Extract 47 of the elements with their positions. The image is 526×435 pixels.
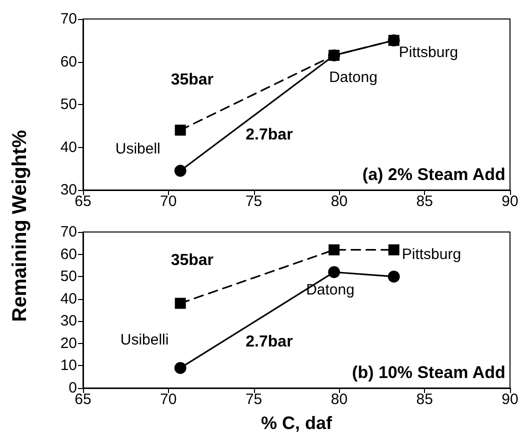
point [328,266,340,278]
annotation: (a) 2% Steam Add [362,165,506,184]
x-tick-label: 80 [330,391,348,408]
y-tick-label: 70 [60,10,77,28]
x-axis-title: % C, daf [260,413,334,433]
y-tick-label: 60 [60,246,77,263]
annotation: Pittsburg [398,44,458,61]
annotation: Usibelli [120,331,169,348]
point [174,362,186,374]
annotation: Pittsburg [402,246,462,264]
x-tick-label: 75 [245,391,262,408]
series-label: 2.7bar [246,126,293,144]
point [174,298,186,309]
y-tick-label: 10 [60,357,77,374]
annotation: Datong [306,282,354,299]
x-tick-label: 65 [74,391,92,408]
y-tick-label: 40 [60,138,77,156]
x-tick-label: 90 [502,391,518,408]
annotation: (b) 10% Steam Add [352,363,506,382]
x-tick-label: 85 [416,391,433,408]
y-tick-label: 50 [60,268,77,286]
x-tick-label: 85 [416,193,433,210]
x-tick-label: 70 [160,391,177,408]
y-tick-label: 30 [60,182,77,198]
point [174,124,186,136]
series-label: 2.7bar [246,334,293,351]
x-tick-label: 70 [160,193,177,210]
point [174,164,186,177]
series-label: 35bar [170,71,214,88]
point [328,244,340,256]
series-label: 35bar [170,252,214,270]
annotation: Datong [329,68,378,86]
x-tick-label: 90 [502,193,518,210]
point [388,270,400,283]
x-tick-label: 65 [74,193,92,210]
y-tick-label: 60 [60,53,77,70]
y-tick-label: 20 [60,334,77,352]
y-tick-label: 40 [60,290,77,308]
x-tick-label: 80 [330,193,348,210]
y-tick-label: 30 [60,312,77,330]
point [388,244,400,256]
annotation: Usibell [115,140,160,158]
x-tick-label: 75 [245,193,262,210]
y-tick-label: 70 [60,224,77,240]
y-axis-title: Remaining Weight% [9,130,31,322]
y-tick-label: 0 [68,380,77,396]
y-tick-label: 50 [60,96,77,113]
